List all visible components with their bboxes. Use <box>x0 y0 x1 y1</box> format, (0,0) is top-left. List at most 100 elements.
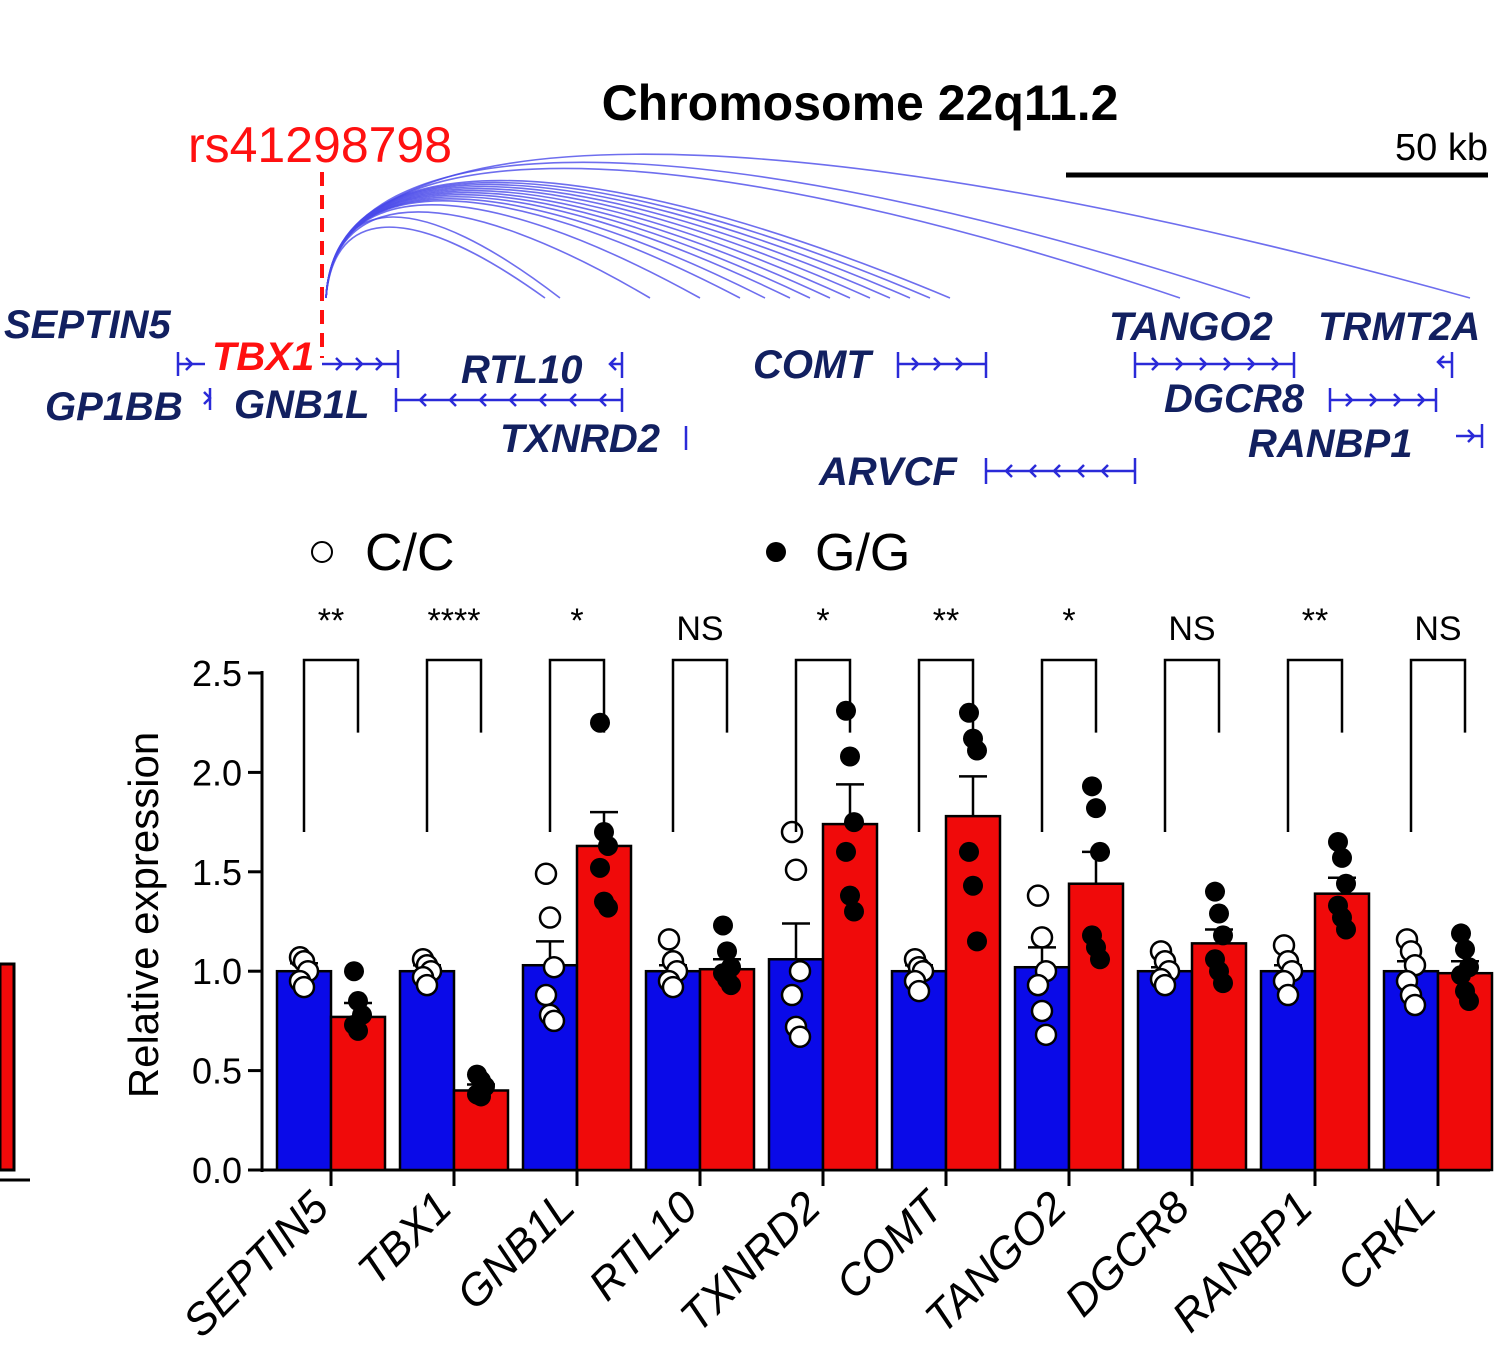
data-point-gg <box>844 901 864 922</box>
data-point-cc <box>907 979 931 1003</box>
significance-label: **** <box>428 602 481 640</box>
interaction-arc <box>325 153 1471 299</box>
data-point-gg <box>1336 919 1356 940</box>
data-point-gg <box>1328 831 1348 852</box>
snp-label: rs41298798 <box>188 117 452 173</box>
bar-cc-tbx1 <box>398 969 456 1172</box>
interaction-arc <box>325 226 546 299</box>
bar-gg-crkl <box>1436 971 1494 1172</box>
gene-label-gnb1l: GNB1L <box>234 383 370 427</box>
data-point-cc <box>780 983 804 1007</box>
significance-bracket <box>794 658 852 833</box>
data-point-cc <box>780 820 804 844</box>
gene-label-tango2: TANGO2 <box>1109 305 1273 349</box>
chromosome-title: Chromosome 22q11.2 <box>602 75 1119 131</box>
data-point-gg <box>1205 881 1225 902</box>
interaction-arc <box>325 196 791 299</box>
legend-cc-label: C/C <box>365 524 455 582</box>
significance-label: ** <box>318 602 344 640</box>
gene-model-gp1bb <box>203 388 212 410</box>
data-point-gg <box>844 812 864 833</box>
data-point-gg <box>1213 925 1233 946</box>
data-point-cc <box>784 858 808 882</box>
interaction-arc <box>325 161 1251 299</box>
significance-label: NS <box>1168 610 1215 648</box>
legend-gg-marker <box>766 542 786 562</box>
data-point-gg <box>1459 991 1479 1012</box>
y-tick-label: 1.5 <box>192 852 242 893</box>
significance-label: NS <box>676 610 723 648</box>
y-tick-label: 1.0 <box>192 951 242 992</box>
significance-bracket <box>1286 658 1344 833</box>
data-point-gg <box>840 746 860 767</box>
interaction-arc <box>325 211 651 299</box>
gene-model-comt <box>896 352 988 378</box>
data-point-gg <box>840 885 860 906</box>
y-tick-label: 2.5 <box>192 653 242 694</box>
data-point-cc <box>1276 983 1300 1007</box>
x-tick-label: TBX1 <box>349 1182 461 1294</box>
interaction-arc <box>325 216 561 299</box>
data-point-gg <box>471 1086 491 1107</box>
data-point-gg <box>590 857 610 878</box>
data-point-cc <box>1030 999 1054 1023</box>
gene-model-trmt2a <box>1436 352 1454 378</box>
bar-cc-dgcr8 <box>1136 969 1194 1172</box>
data-point-gg <box>598 897 618 918</box>
gene-models <box>176 350 1484 484</box>
gene-model-septin5 <box>176 352 205 376</box>
bar-gg-txnrd2 <box>821 822 879 1172</box>
data-point-cc <box>788 1025 812 1049</box>
data-point-gg <box>1090 949 1110 970</box>
data-point-cc <box>788 959 812 983</box>
data-point-gg <box>721 975 741 996</box>
data-point-gg <box>963 875 983 896</box>
significance-bracket <box>1409 658 1467 833</box>
data-point-cc <box>534 862 558 886</box>
bar-cc-septin5 <box>275 969 333 1172</box>
data-point-gg <box>1451 965 1471 986</box>
data-point-cc <box>1403 993 1427 1017</box>
data-point-gg <box>967 740 987 761</box>
data-point-cc <box>415 973 439 997</box>
significance-bracket <box>671 658 729 833</box>
data-point-gg <box>598 835 618 856</box>
data-point-gg <box>1082 776 1102 797</box>
gene-label-trmt2a: TRMT2A <box>1318 305 1480 349</box>
data-point-gg <box>836 841 856 862</box>
legend-cc-marker <box>311 541 333 563</box>
data-point-gg <box>1336 873 1356 894</box>
adjacent-panel-bar <box>0 962 16 1172</box>
bar-chart: 0.00.51.01.52.02.5**SEPTIN5****TBX1*GNB1… <box>174 602 1494 1347</box>
gene-label-comt: COMT <box>753 343 874 387</box>
y-axis-label: Relative expression <box>120 732 167 1099</box>
data-point-cc <box>542 955 566 979</box>
data-point-gg <box>959 841 979 862</box>
bar-cc-rtl10 <box>644 969 702 1172</box>
gene-model-ranbp1 <box>1456 424 1484 448</box>
y-tick-label: 0.5 <box>192 1051 242 1092</box>
data-point-cc <box>534 983 558 1007</box>
significance-label: * <box>816 602 829 640</box>
bar-gg-septin5 <box>329 1015 387 1172</box>
significance-bracket <box>302 658 360 833</box>
data-point-cc <box>661 975 685 999</box>
interaction-arcs <box>325 153 1471 299</box>
data-point-cc <box>1034 1023 1058 1047</box>
gene-model-arvcf <box>984 458 1137 484</box>
y-tick-label: 0.0 <box>192 1150 242 1191</box>
data-point-gg <box>1213 973 1233 994</box>
gene-label-tbx1: TBX1 <box>212 335 314 379</box>
interaction-arc <box>325 193 811 299</box>
gene-model-dgcr8 <box>1328 388 1438 412</box>
data-point-cc <box>542 1009 566 1033</box>
data-point-cc <box>538 906 562 929</box>
data-point-gg <box>590 712 610 733</box>
gene-label-ranbp1: RANBP1 <box>1248 422 1412 466</box>
gene-model-tbx1 <box>322 350 400 378</box>
gene-model-rtl10 <box>608 352 624 378</box>
significance-bracket <box>425 658 483 833</box>
scale-bar-label: 50 kb <box>1395 127 1488 169</box>
data-point-gg <box>836 700 856 721</box>
significance-label: NS <box>1414 610 1461 648</box>
